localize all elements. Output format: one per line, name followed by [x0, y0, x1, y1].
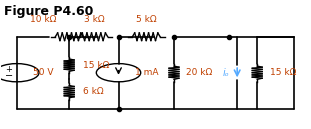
Text: 10 kΩ: 10 kΩ: [30, 15, 56, 24]
Text: Figure P4.60: Figure P4.60: [4, 5, 94, 18]
Text: 15 kΩ: 15 kΩ: [270, 68, 296, 77]
Text: 50 V: 50 V: [33, 68, 53, 77]
Text: iₒ: iₒ: [223, 68, 230, 78]
Text: 15 kΩ: 15 kΩ: [83, 61, 109, 70]
Text: +: +: [6, 65, 12, 74]
Text: 20 kΩ: 20 kΩ: [186, 68, 213, 77]
Text: 6 kΩ: 6 kΩ: [83, 87, 104, 96]
Text: 1 mA: 1 mA: [136, 68, 159, 77]
Text: 5 kΩ: 5 kΩ: [136, 15, 156, 24]
Text: −: −: [5, 71, 13, 81]
Text: 3 kΩ: 3 kΩ: [84, 15, 104, 24]
